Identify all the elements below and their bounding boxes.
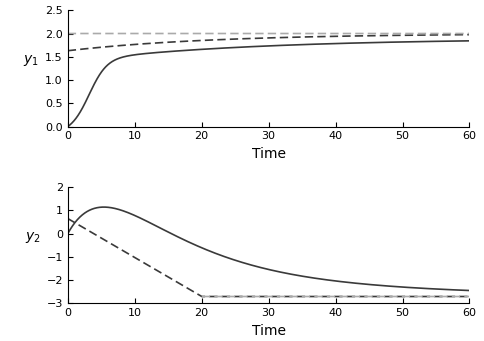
Y-axis label: $y_2$: $y_2$ <box>25 230 40 245</box>
X-axis label: Time: Time <box>252 324 286 338</box>
Y-axis label: $y_1$: $y_1$ <box>23 54 39 69</box>
X-axis label: Time: Time <box>252 147 286 161</box>
